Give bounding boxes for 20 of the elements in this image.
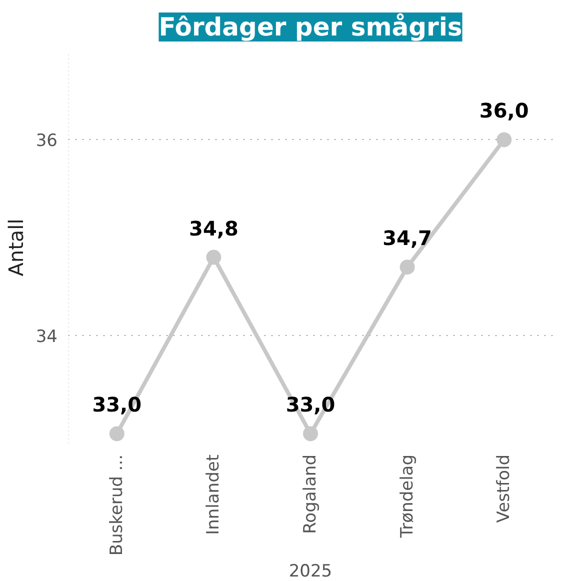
x-tick-label: Vestfold: [494, 454, 514, 523]
x-tick-label: Trøndelag: [397, 454, 418, 539]
point: [303, 426, 318, 442]
data-label: 36,0: [479, 98, 529, 123]
point: [206, 250, 222, 265]
data-label: 34,8: [189, 216, 238, 240]
y-tick-label: 34: [36, 327, 58, 348]
data-label: 33,0: [286, 392, 336, 417]
point: [496, 132, 512, 148]
x-tick-label: Innlandet: [204, 454, 224, 535]
x-axis-title: 2025: [288, 562, 332, 581]
y-tick-label: 36: [36, 131, 58, 152]
chart-title: Fôrdager per smågris: [158, 12, 462, 42]
data-label: 34,7: [382, 226, 432, 250]
x-tick-label: Buskerud ...: [106, 454, 127, 556]
x-tick-label: Rogaland: [300, 454, 320, 534]
point: [400, 260, 415, 275]
data-label: 33,0: [92, 392, 142, 417]
y-axis-title: Antall: [4, 218, 28, 276]
point: [109, 426, 124, 442]
